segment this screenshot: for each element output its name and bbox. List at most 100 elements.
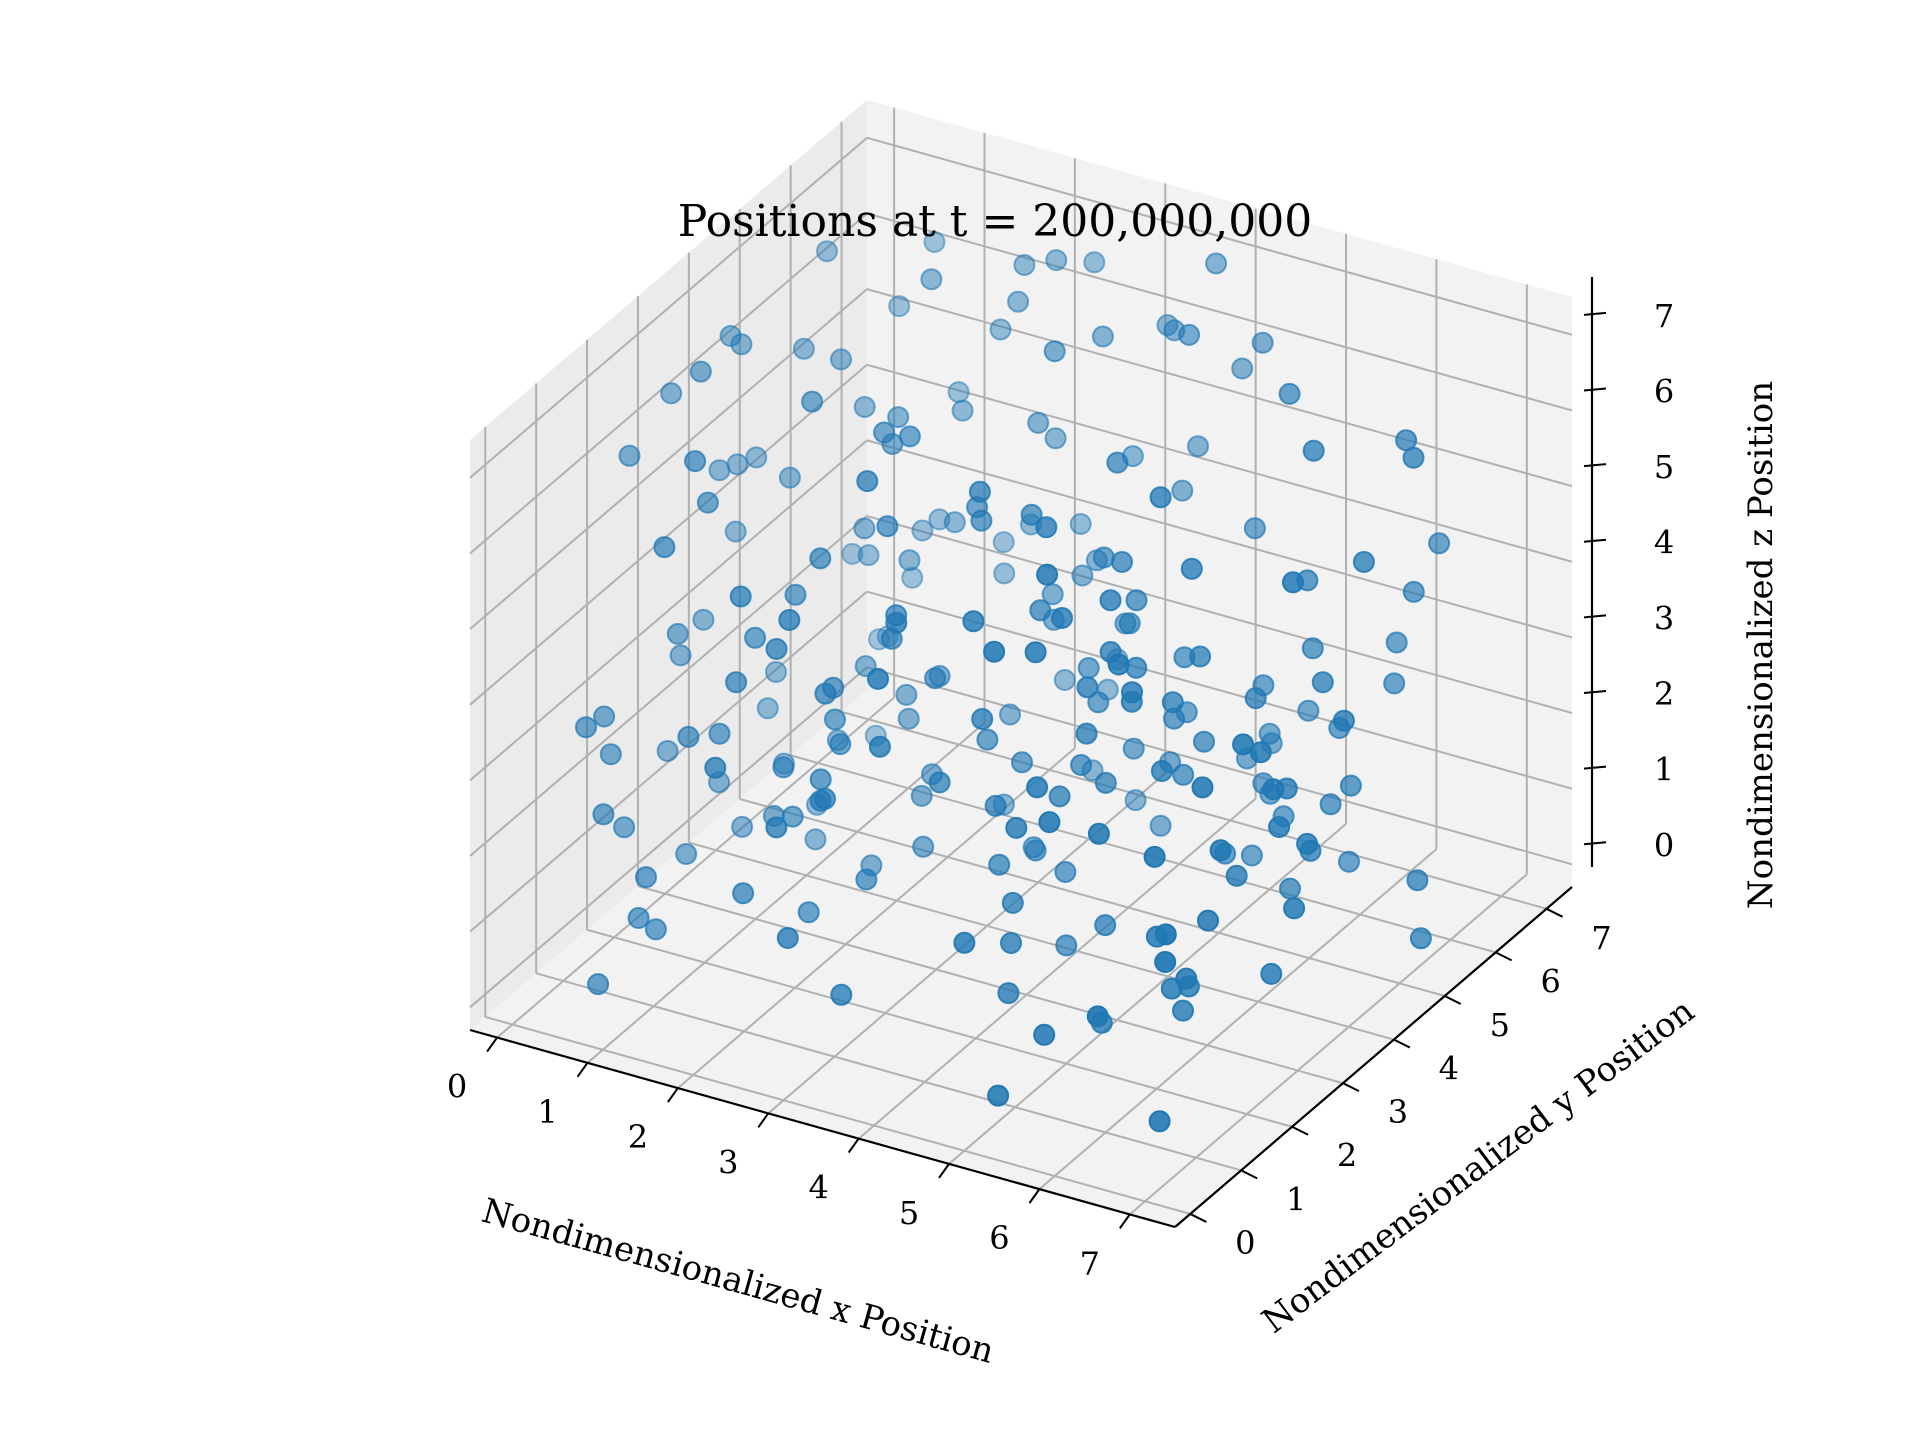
y-tick-label: 3 bbox=[1388, 1093, 1408, 1131]
z-grid-side bbox=[469, 137, 868, 479]
scatter-point bbox=[772, 756, 795, 779]
scatter-point bbox=[814, 787, 836, 810]
scatter-point bbox=[781, 805, 804, 828]
scatter-point bbox=[1092, 546, 1115, 569]
scatter-point bbox=[1091, 325, 1114, 348]
y-tick bbox=[1240, 1169, 1258, 1180]
scatter-point bbox=[1187, 435, 1209, 458]
scatter-point bbox=[1301, 637, 1324, 660]
y-grid-floor bbox=[637, 885, 1344, 1085]
scatter-point bbox=[928, 771, 951, 794]
x-grid-floor bbox=[1129, 873, 1528, 1216]
y-tick-label: 5 bbox=[1490, 1006, 1510, 1044]
scatter-point bbox=[943, 511, 966, 534]
scatter-point bbox=[885, 611, 908, 634]
x-tick-label: 7 bbox=[1080, 1244, 1100, 1282]
scatter-point bbox=[951, 399, 974, 422]
z-tick-label: 5 bbox=[1654, 448, 1674, 486]
scatter-point bbox=[809, 547, 832, 570]
y-tick-label: 7 bbox=[1591, 919, 1611, 957]
scatter-point bbox=[1154, 923, 1177, 946]
scatter-point bbox=[1070, 754, 1093, 776]
scatter-point bbox=[1150, 760, 1173, 782]
scatter-point bbox=[1296, 832, 1319, 855]
x-tick bbox=[1028, 1188, 1041, 1204]
scatter-point bbox=[841, 542, 864, 565]
x-grid-floor bbox=[858, 797, 1257, 1140]
y-tick-label: 0 bbox=[1235, 1224, 1255, 1262]
scatter-point bbox=[856, 470, 879, 493]
x-tick bbox=[847, 1138, 860, 1154]
scatter-point bbox=[1001, 891, 1024, 914]
scatter-point bbox=[1000, 932, 1022, 954]
scatter-point bbox=[675, 843, 698, 865]
scatter-point bbox=[1036, 563, 1059, 586]
scatter-point bbox=[1251, 331, 1274, 354]
scatter-point bbox=[1283, 897, 1306, 920]
x-axis-label: Nondimensionalized x Position bbox=[478, 1191, 999, 1372]
scatter-point bbox=[989, 318, 1012, 341]
scatter-point bbox=[1007, 290, 1030, 313]
scatter-point bbox=[729, 585, 752, 608]
scatter-point bbox=[816, 240, 838, 263]
scatter-point bbox=[1075, 722, 1098, 745]
scatter-point bbox=[1048, 785, 1071, 808]
z-grid-side bbox=[469, 439, 868, 782]
x-tick bbox=[938, 1163, 950, 1179]
scatter-point bbox=[1087, 822, 1110, 845]
y-tick bbox=[1393, 1038, 1411, 1049]
scatter-point bbox=[1180, 557, 1203, 580]
scatter-point bbox=[911, 519, 934, 542]
z-axis-label: Nondimensionalized z Position bbox=[1741, 381, 1781, 909]
scatter-point bbox=[1125, 589, 1148, 612]
scatter-point bbox=[731, 815, 754, 838]
z-grid-side bbox=[469, 288, 868, 630]
x-tick-label: 4 bbox=[808, 1169, 828, 1207]
scatter-point bbox=[797, 901, 820, 924]
scatter-point bbox=[745, 446, 768, 469]
scatter-point bbox=[1118, 612, 1141, 635]
scatter-point bbox=[1268, 816, 1291, 838]
y-tick-label: 6 bbox=[1540, 962, 1560, 1000]
scatter-point bbox=[830, 348, 852, 371]
scatter-point bbox=[1107, 653, 1130, 676]
scatter-point bbox=[1231, 357, 1254, 380]
scatter-point bbox=[824, 708, 846, 731]
scatter-point bbox=[855, 868, 878, 891]
scatter-point bbox=[1282, 571, 1304, 594]
scatter-point bbox=[988, 853, 1011, 876]
scatter-point bbox=[1099, 589, 1122, 612]
scatter-point bbox=[923, 231, 946, 253]
x-tick bbox=[576, 1062, 589, 1078]
scatter-point bbox=[1024, 641, 1047, 664]
x-tick-label: 0 bbox=[447, 1068, 467, 1106]
scatter-point bbox=[1094, 914, 1117, 937]
scatter-point bbox=[1193, 730, 1215, 753]
scatter-point bbox=[897, 707, 920, 730]
scatter-point bbox=[983, 640, 1006, 663]
scatter-point bbox=[1383, 672, 1406, 695]
scatter-point bbox=[1086, 1005, 1109, 1028]
scatter-point bbox=[618, 444, 641, 467]
scatter-point bbox=[1122, 737, 1145, 760]
scatter-point bbox=[778, 609, 801, 631]
z-grid-back bbox=[866, 590, 1573, 790]
scatter-point bbox=[895, 683, 918, 706]
scatter-point bbox=[1428, 532, 1451, 555]
scatter-point bbox=[1043, 340, 1066, 363]
scatter-point bbox=[792, 337, 815, 360]
scatter-point bbox=[1302, 439, 1325, 462]
z-tick bbox=[1583, 463, 1607, 468]
scatter-point bbox=[910, 784, 933, 807]
scatter-point bbox=[1191, 776, 1214, 799]
scatter-point bbox=[976, 728, 999, 751]
scatter-point bbox=[1154, 951, 1177, 973]
scatter-point bbox=[644, 918, 667, 941]
z-grid-side bbox=[469, 363, 868, 706]
z-grid-back bbox=[866, 515, 1573, 714]
z-tick bbox=[1583, 387, 1607, 392]
scatter-point bbox=[744, 626, 767, 649]
z-tick-label: 2 bbox=[1654, 675, 1674, 713]
scatter-point bbox=[1319, 793, 1342, 816]
